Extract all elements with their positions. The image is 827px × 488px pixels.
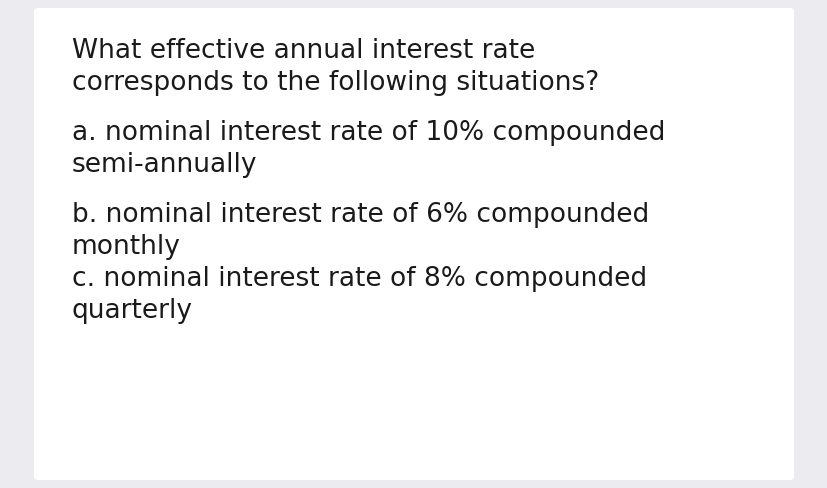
Text: semi-annually: semi-annually [72,152,257,178]
Text: quarterly: quarterly [72,298,193,324]
Text: corresponds to the following situations?: corresponds to the following situations? [72,70,599,96]
Text: a. nominal interest rate of 10% compounded: a. nominal interest rate of 10% compound… [72,120,665,146]
Text: b. nominal interest rate of 6% compounded: b. nominal interest rate of 6% compounde… [72,202,648,228]
Text: What effective annual interest rate: What effective annual interest rate [72,38,534,64]
Text: c. nominal interest rate of 8% compounded: c. nominal interest rate of 8% compounde… [72,266,647,292]
FancyBboxPatch shape [34,8,793,480]
Text: monthly: monthly [72,234,180,260]
